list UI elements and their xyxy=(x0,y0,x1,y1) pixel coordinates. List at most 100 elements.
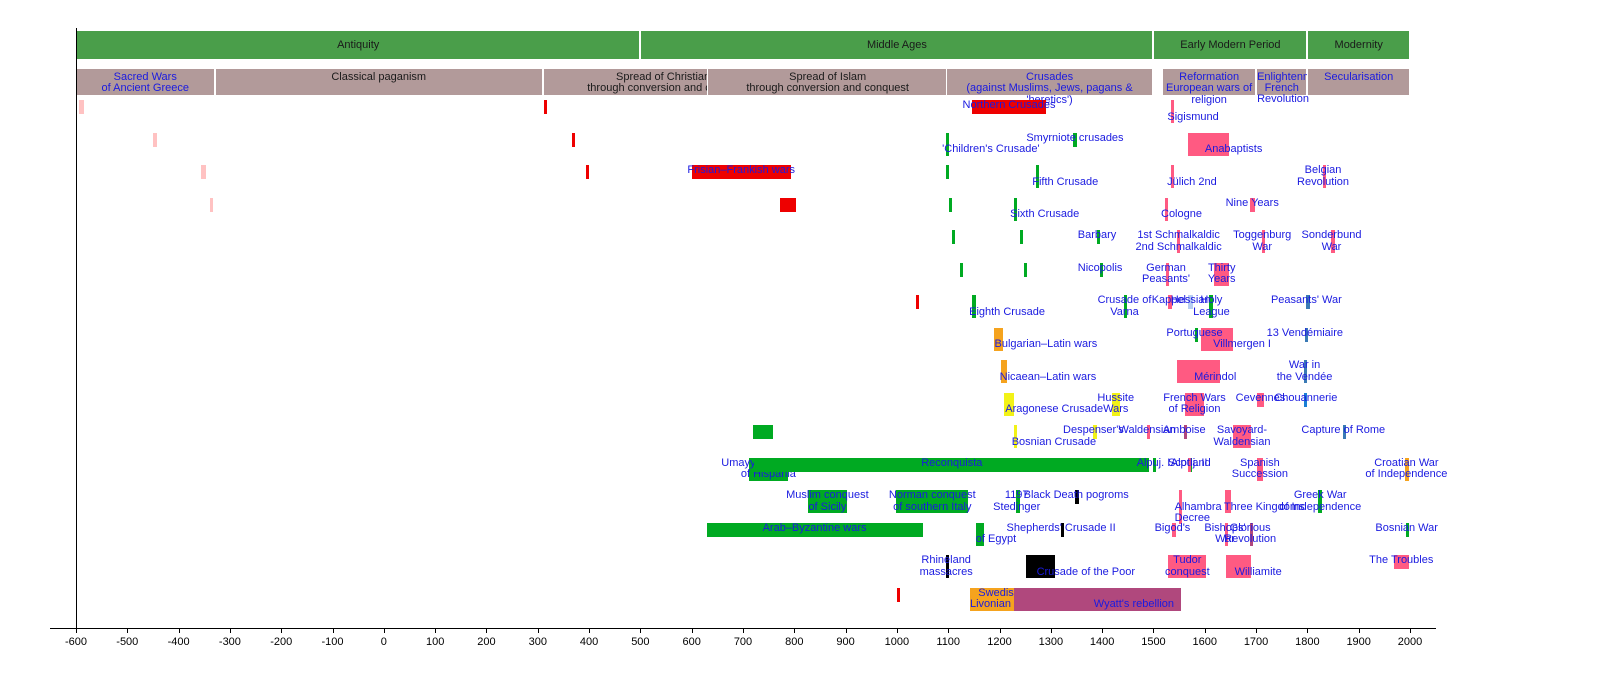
event-marker[interactable] xyxy=(1111,392,1120,416)
event-marker[interactable] xyxy=(543,100,548,114)
event-marker[interactable] xyxy=(1262,230,1266,253)
event-marker[interactable] xyxy=(1146,425,1150,439)
event-marker[interactable] xyxy=(1232,425,1251,448)
event-marker[interactable] xyxy=(1318,490,1323,513)
event-marker[interactable] xyxy=(1257,392,1264,407)
axis-tick-label: -100 xyxy=(321,636,344,648)
event-marker[interactable] xyxy=(1014,587,1182,611)
event-marker[interactable] xyxy=(779,197,797,212)
event-marker[interactable] xyxy=(1331,230,1335,253)
event-label: Portuguese xyxy=(1166,326,1223,339)
event-label: Revolution xyxy=(1224,533,1277,545)
event-marker[interactable] xyxy=(1097,230,1101,244)
event-marker[interactable] xyxy=(1322,165,1326,188)
event-marker[interactable] xyxy=(1306,295,1310,309)
event-marker[interactable] xyxy=(1225,555,1252,578)
event-marker[interactable] xyxy=(1170,165,1175,188)
event-marker[interactable] xyxy=(959,262,963,277)
event-marker[interactable] xyxy=(1124,295,1128,318)
event-marker[interactable] xyxy=(1013,425,1018,448)
event-marker[interactable] xyxy=(1200,327,1234,351)
event-marker[interactable] xyxy=(1016,490,1020,513)
event-marker[interactable] xyxy=(1019,230,1023,244)
event-label: The Troubles xyxy=(1369,554,1434,566)
event-marker[interactable] xyxy=(1100,262,1104,277)
event-marker[interactable] xyxy=(1168,555,1207,578)
event-marker[interactable] xyxy=(1093,425,1097,439)
event-marker[interactable] xyxy=(1152,457,1157,472)
event-marker[interactable] xyxy=(896,587,901,602)
event-marker[interactable] xyxy=(1224,490,1231,513)
event-marker[interactable] xyxy=(915,295,920,309)
event-marker[interactable] xyxy=(948,197,952,212)
event-marker[interactable] xyxy=(1256,457,1264,481)
event-marker[interactable] xyxy=(972,295,976,318)
event-marker[interactable] xyxy=(1187,457,1192,472)
event-label: Belgian xyxy=(1304,164,1342,176)
event-marker[interactable] xyxy=(808,490,847,513)
axis-tick-label: -500 xyxy=(116,636,139,648)
event-marker[interactable] xyxy=(896,490,969,513)
event-marker[interactable] xyxy=(972,100,1046,114)
event-marker[interactable] xyxy=(1168,295,1172,309)
event-label: of Sicily xyxy=(808,500,847,513)
event-marker[interactable] xyxy=(1303,360,1307,383)
axis-tick xyxy=(845,628,847,633)
event-marker[interactable] xyxy=(754,457,1150,472)
event-marker[interactable] xyxy=(78,100,84,114)
event-marker[interactable] xyxy=(691,165,791,179)
event-marker[interactable] xyxy=(1035,165,1040,188)
event-marker[interactable] xyxy=(1187,295,1194,309)
event-marker[interactable] xyxy=(1164,197,1168,221)
event-marker[interactable] xyxy=(752,425,774,439)
event-marker[interactable] xyxy=(209,197,214,212)
event-marker[interactable] xyxy=(993,327,1004,351)
event-label: Wars xyxy=(1103,403,1129,415)
event-marker[interactable] xyxy=(1172,522,1176,537)
event-label: of Independence xyxy=(1365,468,1448,480)
event-marker[interactable] xyxy=(706,522,923,537)
event-marker[interactable] xyxy=(1170,100,1175,123)
event-marker[interactable] xyxy=(1393,555,1409,569)
event-marker[interactable] xyxy=(1188,132,1230,156)
event-marker[interactable] xyxy=(1405,522,1410,537)
event-marker[interactable] xyxy=(1176,360,1220,383)
event-marker[interactable] xyxy=(1249,522,1254,546)
event-marker[interactable] xyxy=(1004,392,1015,416)
era-band: Antiquity xyxy=(76,30,641,60)
event-marker[interactable] xyxy=(1209,295,1214,318)
event-label: Nine Years xyxy=(1225,196,1279,209)
event-marker[interactable] xyxy=(975,522,984,546)
event-label: Decree xyxy=(1174,512,1211,524)
event-marker[interactable] xyxy=(1185,392,1204,416)
event-marker[interactable] xyxy=(1214,262,1230,286)
event-marker[interactable] xyxy=(1249,197,1255,212)
event-marker[interactable] xyxy=(153,132,157,147)
event-marker[interactable] xyxy=(1178,490,1182,524)
event-label: 1197 xyxy=(1004,489,1029,501)
event-marker[interactable] xyxy=(1075,490,1079,504)
event-marker[interactable] xyxy=(1165,262,1169,286)
event-marker[interactable] xyxy=(951,230,955,244)
event-marker[interactable] xyxy=(946,165,950,179)
event-marker[interactable] xyxy=(1025,555,1056,578)
event-marker[interactable] xyxy=(1304,392,1308,407)
event-marker[interactable] xyxy=(572,132,576,147)
event-marker[interactable] xyxy=(1184,425,1188,439)
event-marker[interactable] xyxy=(201,165,207,179)
event-marker[interactable] xyxy=(1405,457,1409,481)
event-marker[interactable] xyxy=(585,165,590,179)
event-marker[interactable] xyxy=(1061,522,1065,537)
event-marker[interactable] xyxy=(1304,327,1308,342)
event-marker[interactable] xyxy=(1024,262,1028,277)
event-marker[interactable] xyxy=(946,555,950,578)
event-marker[interactable] xyxy=(1194,327,1198,342)
event-label: Mérindol xyxy=(1194,370,1237,383)
event-marker[interactable] xyxy=(1177,230,1181,253)
event-marker[interactable] xyxy=(1013,197,1018,221)
event-marker[interactable] xyxy=(1224,522,1228,546)
event-marker[interactable] xyxy=(1072,132,1077,147)
event-marker[interactable] xyxy=(1343,425,1347,439)
event-marker[interactable] xyxy=(1000,360,1007,383)
event-marker[interactable] xyxy=(946,132,950,156)
